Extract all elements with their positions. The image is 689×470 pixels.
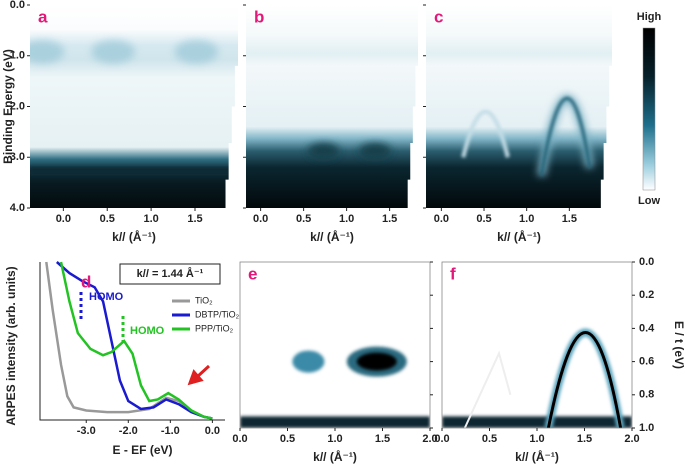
map-image	[246, 5, 418, 208]
legend-label: DBTP/TiO₂	[195, 309, 240, 319]
y-axis-label: Binding Energy (eV)	[1, 49, 15, 164]
panel-label: e	[248, 264, 257, 283]
x-axis-label: k// (Å⁻¹)	[497, 229, 541, 244]
map-feature	[91, 39, 136, 64]
x-tick-label: -1.0	[161, 425, 180, 437]
colorbar	[642, 27, 656, 191]
map-feature	[30, 167, 238, 176]
x-axis-label: k// (Å⁻¹)	[515, 449, 559, 464]
arrow	[187, 364, 211, 386]
map-feature	[174, 39, 219, 64]
x-tick-label: 0.5	[100, 213, 115, 225]
y-tick-label: 0.2	[639, 289, 654, 301]
x-tick-label: 1.5	[382, 213, 397, 225]
x-tick-label: 0.5	[476, 213, 491, 225]
y-tick-label: 1.0	[639, 422, 654, 434]
x-axis-label: k// (Å⁻¹)	[310, 229, 354, 244]
x-tick-label: 0.5	[482, 433, 497, 445]
x-tick-label: 1.5	[562, 213, 577, 225]
y-tick-label: 0.4	[639, 322, 655, 334]
x-tick-label: 1.0	[339, 213, 354, 225]
map-feature	[356, 352, 397, 371]
map-feature	[442, 416, 632, 428]
map-edge	[225, 65, 238, 208]
panel-label: b	[254, 7, 264, 26]
y-tick-label: 0.0	[639, 256, 654, 268]
y-tick-label: 0.8	[639, 389, 654, 401]
colorbar-label: High	[637, 11, 662, 23]
x-tick-label: 1.0	[143, 213, 158, 225]
x-tick-label: 1.0	[519, 213, 534, 225]
y-tick-label: 0.6	[639, 356, 654, 368]
y-tick-label: 1.0	[10, 50, 25, 62]
panel-frame	[239, 261, 431, 429]
annotation: HOMO	[130, 325, 165, 337]
title-box	[119, 263, 221, 285]
legend-label: TiO₂	[195, 295, 213, 305]
x-tick-label: -2.0	[119, 425, 138, 437]
map-image	[426, 5, 612, 208]
axis	[39, 262, 225, 421]
x-tick-label: 0.0	[434, 433, 449, 445]
panel-frame	[441, 261, 633, 429]
map-feature	[30, 39, 65, 64]
map-feature	[292, 350, 325, 373]
x-tick-label: 0.5	[280, 433, 295, 445]
y-tick-label: 3.0	[10, 151, 25, 163]
x-tick-label: 0.0	[434, 213, 449, 225]
y-tick-label: 4.0	[10, 202, 25, 214]
panel-label: c	[434, 7, 443, 26]
legend-label: PPP/TiO₂	[195, 323, 234, 333]
y-axis-label: ARPES intensity (arb. units)	[4, 266, 18, 425]
map-edge	[407, 65, 418, 208]
series-line	[59, 261, 213, 420]
panel-label: a	[38, 7, 48, 26]
map-panel	[246, 5, 418, 208]
map-feature	[359, 143, 391, 160]
map-feature	[463, 350, 512, 428]
x-tick-label: 1.0	[327, 433, 342, 445]
map-feature	[539, 96, 592, 176]
map-panel	[240, 346, 430, 428]
map-edge	[600, 65, 612, 208]
map-panel	[426, 5, 612, 208]
y-axis-label: E / t (eV)	[672, 321, 686, 369]
x-tick-label: 1.5	[577, 433, 592, 445]
series-line	[45, 261, 213, 420]
map-panel	[30, 5, 238, 208]
x-axis-label: k// (Å⁻¹)	[313, 449, 357, 464]
x-tick-label: 0.0	[205, 425, 220, 437]
map-panel	[442, 328, 632, 428]
map-feature	[461, 109, 510, 158]
map-feature	[307, 143, 340, 160]
series-line	[55, 261, 213, 420]
map-image	[30, 5, 238, 208]
y-tick-label: 0.0	[10, 0, 25, 11]
map-feature	[546, 331, 623, 428]
x-tick-label: 0.0	[232, 433, 247, 445]
x-tick-label: 2.0	[422, 433, 437, 445]
x-axis-label: k// (Å⁻¹)	[112, 229, 156, 244]
x-tick-label: -3.0	[77, 425, 96, 437]
panel-label: d	[81, 272, 91, 291]
x-tick-label: 1.5	[375, 433, 390, 445]
x-axis-label: E - EF (eV)	[112, 443, 172, 457]
x-tick-label: 0.0	[56, 213, 71, 225]
chart-title: k// = 1.44 Å⁻¹	[137, 267, 204, 280]
y-tick-label: 2.0	[10, 100, 25, 112]
x-tick-label: 0.0	[253, 213, 268, 225]
map-feature	[240, 416, 430, 428]
colorbar-label: Low	[638, 195, 660, 207]
x-tick-label: 1.5	[187, 213, 202, 225]
panel-label: f	[450, 264, 456, 283]
x-tick-label: 2.0	[624, 433, 639, 445]
x-tick-label: 1.0	[529, 433, 544, 445]
annotation: HOMO	[89, 291, 124, 303]
x-tick-label: 0.5	[296, 213, 311, 225]
